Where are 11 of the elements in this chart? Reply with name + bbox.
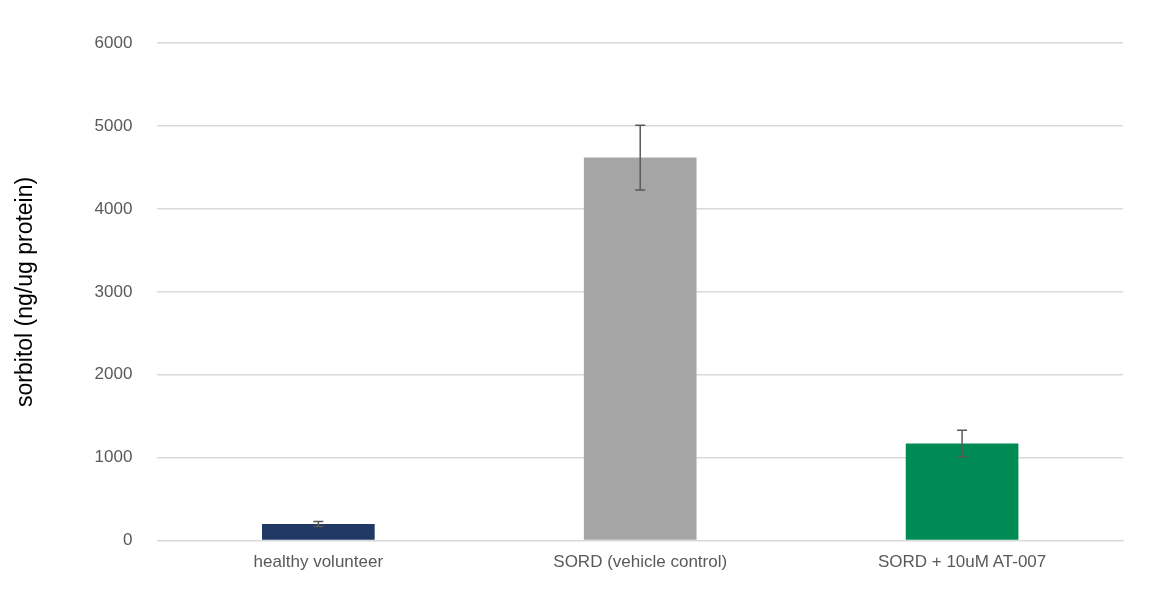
x-tick-label: healthy volunteer xyxy=(253,552,384,572)
y-tick-label: 5000 xyxy=(94,115,133,135)
y-tick-label: 3000 xyxy=(94,281,133,301)
y-tick-label: 1000 xyxy=(94,447,133,467)
y-tick-label: 0 xyxy=(122,530,133,550)
x-tick-label: SORD + 10uM AT-007 xyxy=(877,552,1047,572)
x-tick-label: SORD (vehicle control) xyxy=(553,552,728,572)
y-tick-label: 6000 xyxy=(94,32,133,52)
y-axis-title: sorbitol (ng/ug protein) xyxy=(11,176,38,407)
y-tick-label: 4000 xyxy=(94,198,133,218)
y-tick-label: 2000 xyxy=(94,364,133,384)
